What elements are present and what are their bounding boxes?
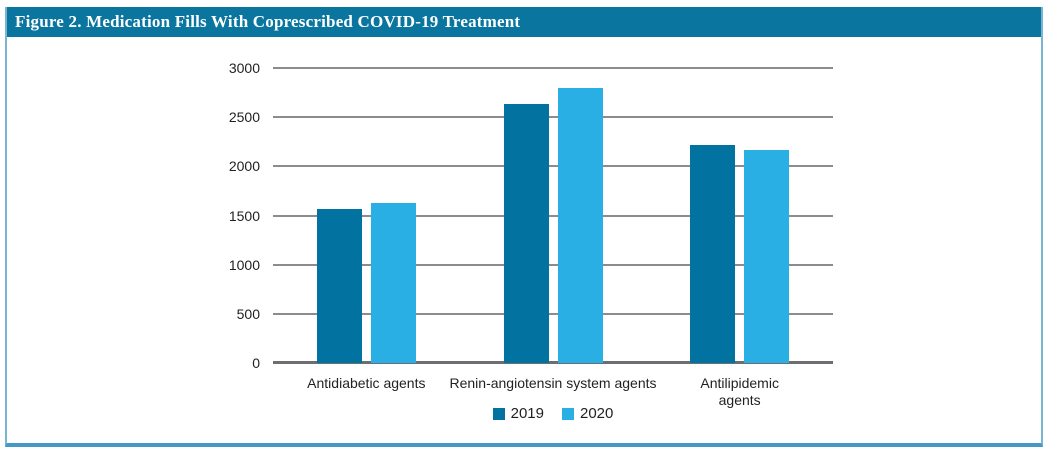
y-tick-label-3000: 3000 [228, 60, 260, 76]
x-axis-line [273, 361, 833, 364]
legend-swatch-2020 [562, 407, 574, 420]
gridline-1500 [273, 214, 833, 217]
gridline-1000 [273, 263, 833, 266]
plot-area [273, 67, 833, 364]
bar-2020-category-1 [557, 87, 603, 363]
gridline-2500 [273, 116, 833, 119]
legend: 2019 2020 [273, 405, 833, 422]
y-tick-label-0: 0 [252, 355, 260, 371]
gridline-3000 [273, 67, 833, 69]
legend-label-2019: 2019 [510, 405, 544, 422]
figure-title-bar: Figure 2. Medication Fills With Coprescr… [7, 7, 1041, 37]
legend-item-2020: 2020 [562, 405, 613, 422]
bar-2019-category-1 [503, 104, 549, 363]
bar-2020-category-2 [744, 149, 790, 363]
y-tick-label-1000: 1000 [228, 256, 260, 273]
gridline-500 [273, 312, 833, 315]
bar-chart: 0 500 1000 1500 2000 2500 3000 Antidiabetic ag… [7, 37, 1041, 443]
x-category-label-1: Renin-angiotensin system agents [449, 375, 657, 391]
bar-2019-category-2 [690, 144, 736, 363]
y-tick-label-2000: 2000 [228, 158, 260, 175]
bar-2019-category-0 [316, 208, 362, 363]
legend-swatch-2019 [492, 407, 505, 420]
y-tick-label-1500: 1500 [228, 207, 260, 224]
y-tick-label-2500: 2500 [228, 109, 260, 126]
x-category-label-0: Antidiabetic agents [307, 375, 426, 391]
y-tick-label-500: 500 [236, 305, 260, 322]
legend-label-2020: 2020 [580, 405, 614, 422]
figure-title: Figure 2. Medication Fills With Coprescr… [15, 12, 521, 31]
gridline-2000 [273, 165, 833, 168]
legend-item-2019: 2019 [492, 405, 544, 422]
figure-frame: Figure 2. Medication Fills With Coprescr… [5, 7, 1043, 447]
bar-2020-category-0 [370, 202, 416, 363]
x-category-label-2: Antilipidemic agents [700, 375, 779, 408]
